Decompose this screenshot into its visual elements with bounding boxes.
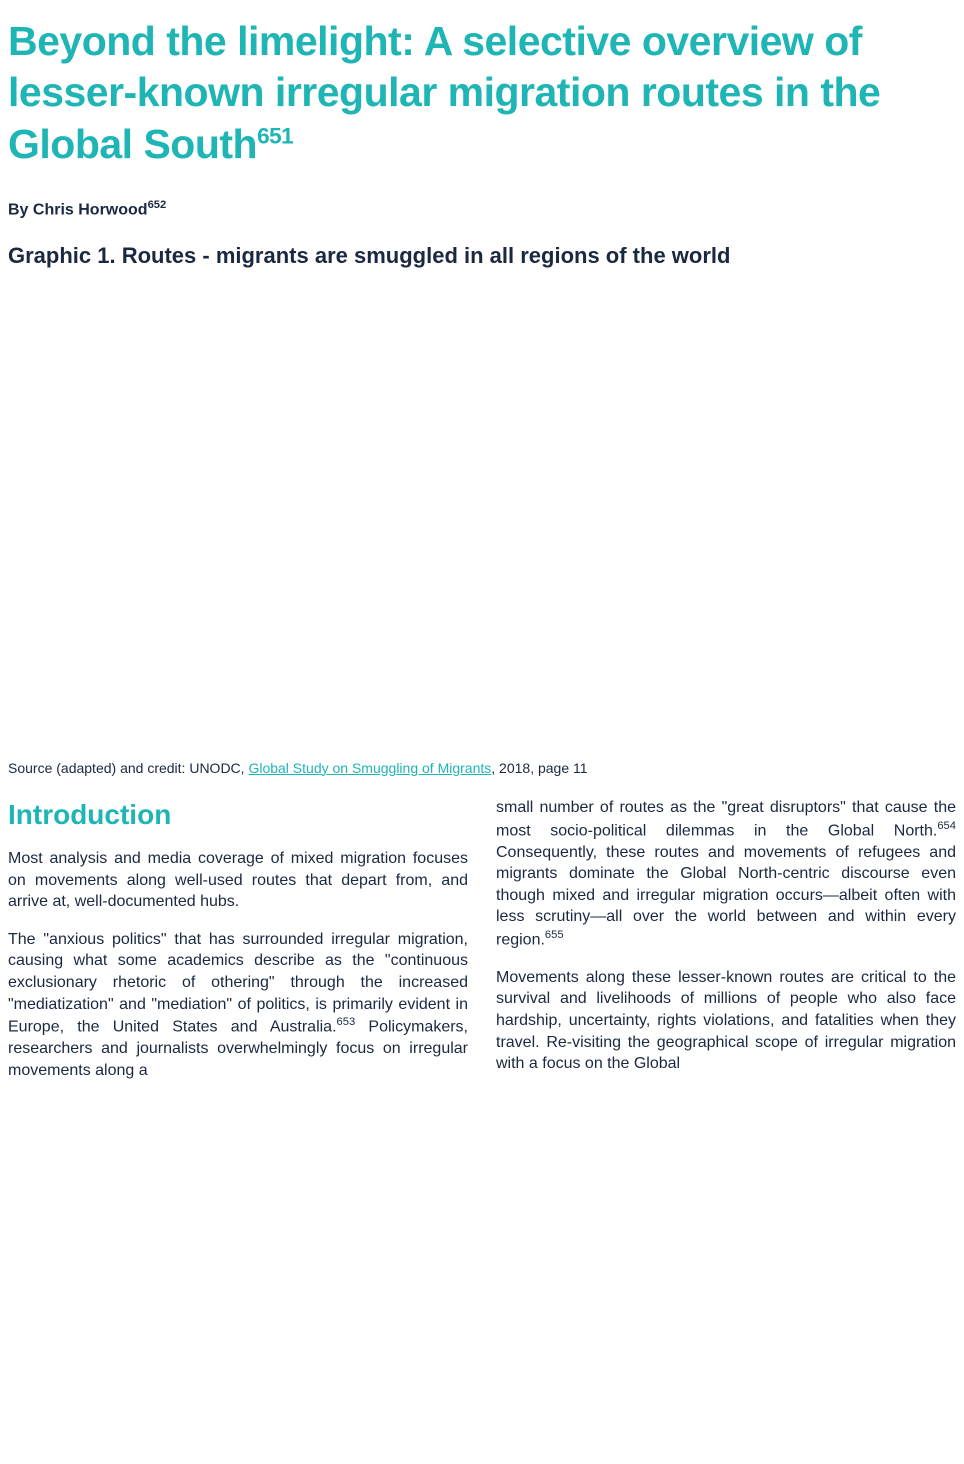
paragraph-left-2: The "anxious politics" that has surround… <box>8 929 468 1081</box>
source-link[interactable]: Global Study on Smuggling of Migrants <box>248 760 491 776</box>
para-right1-b: Consequently, these routes and movements… <box>496 844 956 949</box>
paragraph-right-2: Movements along these lesser-known route… <box>496 967 956 1075</box>
body-columns: Introduction Most analysis and media cov… <box>8 797 956 1097</box>
title-text: Beyond the limelight: A selective overvi… <box>8 18 880 167</box>
graphic-map-placeholder <box>8 280 956 750</box>
footnote-653: 653 <box>337 1016 356 1028</box>
byline-footnote: 652 <box>148 199 167 211</box>
para-right1-a: small number of routes as the "great dis… <box>496 799 956 839</box>
graphic-title: Graphic 1. Routes - migrants are smuggle… <box>8 242 956 270</box>
page-title: Beyond the limelight: A selective overvi… <box>8 16 956 170</box>
column-left: Introduction Most analysis and media cov… <box>8 797 468 1097</box>
column-right: small number of routes as the "great dis… <box>496 797 956 1097</box>
byline-prefix: By <box>8 201 33 218</box>
source-line: Source (adapted) and credit: UNODC, Glob… <box>8 760 956 778</box>
paragraph-right-1: small number of routes as the "great dis… <box>496 797 956 951</box>
byline-author: Chris Horwood <box>33 201 148 218</box>
section-heading: Introduction <box>8 797 468 832</box>
paragraph-left-1: Most analysis and media coverage of mixe… <box>8 848 468 913</box>
footnote-655: 655 <box>545 929 564 941</box>
title-footnote: 651 <box>257 123 293 148</box>
byline: By Chris Horwood652 <box>8 198 956 220</box>
footnote-654: 654 <box>937 820 956 832</box>
source-prefix: Source (adapted) and credit: UNODC, <box>8 760 248 776</box>
source-suffix: , 2018, page 11 <box>491 760 587 776</box>
